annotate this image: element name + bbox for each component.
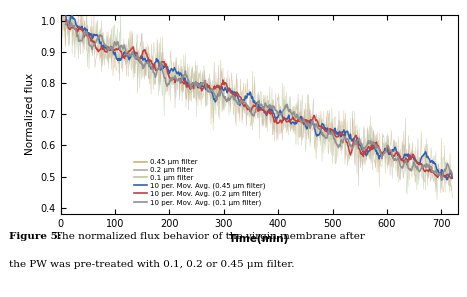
Legend: 0.45 μm filter, 0.2 μm filter, 0.1 μm filter, 10 per. Mov. Avg. (0.45 μm filter): 0.45 μm filter, 0.2 μm filter, 0.1 μm fi… [132, 157, 268, 208]
Text: the PW was pre-treated with 0.1, 0.2 or 0.45 μm filter.: the PW was pre-treated with 0.1, 0.2 or … [9, 260, 295, 269]
Text: Figure 5:: Figure 5: [9, 232, 62, 241]
X-axis label: Time(min): Time(min) [229, 234, 290, 244]
Text: The normalized flux behavior of the virgin membrane after: The normalized flux behavior of the virg… [55, 232, 365, 241]
Y-axis label: Normalized flux: Normalized flux [25, 73, 35, 155]
